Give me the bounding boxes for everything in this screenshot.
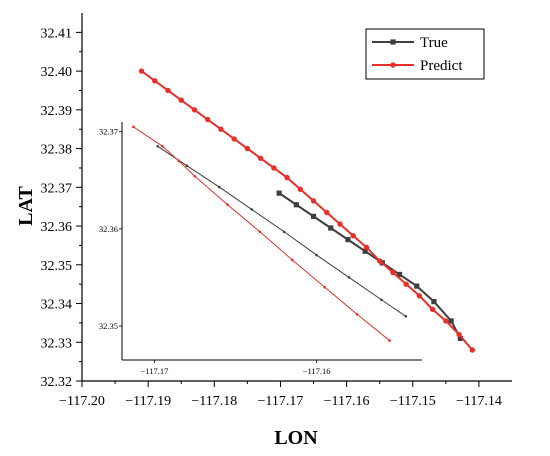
- inset-predict-point: [290, 258, 294, 262]
- legend-box: [365, 28, 485, 80]
- predict-point: [350, 233, 356, 239]
- inset-y-tick-label: 32.35: [99, 321, 118, 331]
- inset-predict-point: [355, 313, 359, 316]
- predict-point: [403, 281, 409, 287]
- predict-point: [152, 78, 158, 84]
- true-point: [457, 335, 463, 341]
- predict-point: [310, 198, 317, 204]
- predict-point: [257, 155, 264, 161]
- predict-point: [218, 126, 224, 132]
- inset-y-tick-label: 32.36: [99, 224, 118, 234]
- predict-point: [429, 306, 436, 313]
- inset-predict-point: [388, 339, 391, 342]
- true-point: [448, 318, 454, 324]
- inset-predict-point: [132, 125, 135, 129]
- legend-predict-label: Predict: [420, 58, 463, 74]
- true-point: [328, 225, 334, 231]
- inset-true-point: [250, 208, 254, 211]
- y-tick-label: 32.36: [41, 220, 73, 235]
- legend-true-marker: [390, 39, 396, 45]
- inset-x-tick-label: −117.17: [141, 366, 169, 376]
- predict-point: [244, 145, 251, 152]
- predict-point: [324, 209, 330, 216]
- y-tick-label: 32.35: [41, 259, 73, 274]
- true-point: [362, 248, 368, 254]
- predict-point: [363, 244, 370, 251]
- inset-predict-point: [161, 144, 164, 148]
- predict-point: [178, 97, 184, 103]
- predict-point: [191, 107, 198, 113]
- y-tick-label: 32.38: [41, 143, 73, 158]
- true-point: [414, 283, 420, 289]
- predict-point: [469, 347, 476, 353]
- true-point: [310, 213, 317, 219]
- inset-predict-point: [177, 159, 181, 163]
- predict-point: [165, 87, 171, 94]
- true-point: [276, 190, 282, 196]
- legend-predict-marker: [390, 62, 396, 68]
- x-tick-label: −117.14: [456, 394, 502, 409]
- predict-point: [416, 293, 423, 299]
- true-point: [396, 271, 403, 278]
- predict-point: [443, 318, 449, 324]
- y-tick-label: 32.34: [41, 298, 73, 313]
- inset-plot-area: [122, 122, 422, 360]
- inset-true-point: [315, 253, 318, 257]
- inset-true-point: [404, 314, 408, 318]
- inset-y-tick-label: 32.37: [99, 127, 118, 137]
- true-series-line: [278, 192, 462, 339]
- x-tick-label: −117.15: [390, 394, 436, 409]
- predict-point: [284, 174, 290, 181]
- predict-series-line: [140, 70, 474, 351]
- predict-point: [231, 136, 237, 142]
- inset-predict-point: [226, 203, 229, 206]
- predict-point: [271, 165, 277, 171]
- inset-true-point: [217, 185, 221, 189]
- x-tick-label: −117.19: [125, 394, 171, 409]
- predict-point: [297, 186, 304, 192]
- inset-predict-point: [258, 230, 262, 234]
- inset-predict-point: [193, 175, 197, 178]
- x-tick-label: −117.20: [59, 394, 105, 409]
- predict-point: [390, 269, 396, 276]
- predict-point: [204, 116, 211, 123]
- inset-predict-point: [323, 285, 327, 289]
- x-axis-title: LON: [274, 427, 318, 449]
- y-tick-label: 32.40: [41, 65, 73, 80]
- inset-true-point: [185, 164, 189, 168]
- inset-predict-series-line: [133, 126, 390, 341]
- x-tick-label: −117.16: [324, 394, 370, 409]
- predict-point: [138, 68, 145, 74]
- inset-true-point: [380, 298, 383, 302]
- predict-point: [456, 331, 462, 338]
- predict-point: [376, 258, 383, 264]
- predict-point: [337, 221, 343, 227]
- x-tick-label: −117.18: [191, 394, 237, 409]
- y-axis-title: LAT: [15, 186, 37, 226]
- legend-true-label: True: [420, 35, 448, 51]
- y-tick-label: 32.39: [41, 104, 73, 119]
- inset-true-point: [282, 230, 286, 234]
- true-point: [345, 237, 351, 243]
- y-tick-label: 32.41: [41, 26, 73, 41]
- inset-x-tick-label: −117.16: [303, 366, 331, 376]
- true-point: [431, 298, 437, 305]
- inset-true-point: [347, 276, 351, 279]
- x-tick-label: −117.17: [258, 394, 304, 409]
- inset-true-point: [156, 144, 159, 148]
- true-point: [293, 202, 299, 208]
- y-tick-label: 32.32: [41, 375, 73, 390]
- y-tick-label: 32.33: [41, 336, 73, 351]
- y-tick-label: 32.37: [41, 181, 73, 196]
